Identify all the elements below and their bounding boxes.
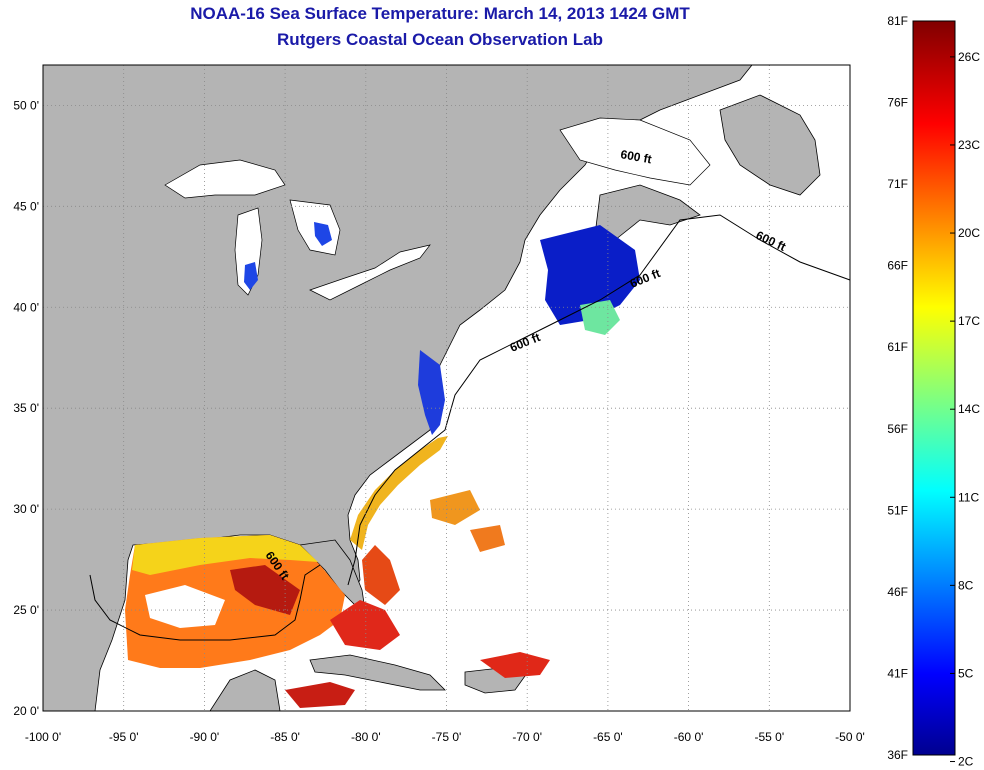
sst-caribbean-east — [480, 652, 550, 678]
colorbar-f-label: 76F — [887, 96, 908, 110]
colorbar-c-label: 17C — [958, 314, 980, 328]
map-title: NOAA-16 Sea Surface Temperature: March 1… — [190, 4, 690, 23]
colorbar-c-label: 11C — [958, 490, 979, 504]
colorbar-f-label: 71F — [887, 177, 908, 191]
contour-label: 600 ft — [619, 147, 652, 166]
longitude-tick-label: -50 0' — [835, 730, 865, 744]
map-subtitle: Rutgers Coastal Ocean Observation Lab — [277, 30, 603, 49]
graticule — [43, 65, 850, 711]
sst-lake-michigan — [244, 262, 258, 290]
colorbar-f-label: 41F — [887, 666, 908, 680]
latitude-tick-label: 45 0' — [13, 199, 39, 213]
colorbar — [912, 20, 956, 756]
colorbar-c-label: 2C — [958, 755, 974, 769]
sst-caribbean — [285, 682, 355, 708]
latitude-tick-label: 30 0' — [13, 502, 39, 516]
longitude-tick-label: -65 0' — [593, 730, 623, 744]
sst-lake-huron — [314, 222, 332, 246]
sst-offshore-patch-2 — [470, 525, 505, 552]
sst-gulf-north — [132, 535, 318, 575]
sst-mid-atlantic — [418, 350, 445, 435]
longitude-tick-label: -60 0' — [674, 730, 704, 744]
latitude-tick-label: 25 0' — [13, 603, 39, 617]
lake-erie-ontario — [309, 244, 431, 301]
colorbar-f-label: 51F — [887, 503, 908, 517]
gulf-st-lawrence — [559, 117, 711, 186]
land-cuba — [309, 654, 446, 691]
latitude-tick-label: 40 0' — [13, 300, 39, 314]
colorbar-c-label: 26C — [958, 50, 980, 64]
latitude-axis: 20 0' 25 0' 30 0' 35 0' 40 0' 45 0' 50 0' — [13, 98, 39, 718]
colorbar-f-label: 36F — [887, 748, 908, 762]
cloud-gulf — [145, 585, 225, 628]
latitude-tick-label: 50 0' — [13, 98, 39, 112]
colorbar-c-label: 5C — [958, 666, 974, 680]
sst-coastal-band — [350, 436, 448, 550]
latitude-tick-label: 20 0' — [13, 704, 39, 718]
longitude-tick-label: -90 0' — [190, 730, 220, 744]
longitude-tick-label: -85 0' — [270, 730, 300, 744]
land-yucatan — [209, 669, 281, 711]
longitude-tick-label: -55 0' — [754, 730, 784, 744]
sst-gulf-stream — [362, 545, 400, 605]
longitude-axis: -100 0' -95 0' -90 0' -85 0' -80 0' -75 0' -70… — [25, 730, 865, 744]
colorbar-c-label: 14C — [958, 402, 980, 416]
sst-gulf-of-maine — [540, 225, 640, 325]
longitude-tick-label: -100 0' — [25, 730, 61, 744]
colorbar-f-label: 81F — [887, 14, 908, 28]
sst-offshore-patch — [430, 490, 480, 525]
colorbar-c-label: 8C — [958, 578, 974, 592]
colorbar-ticks: 81F 76F 71F 66F 61F 56F 51F 46F 41F 36F 26C 23C 20C 1… — [887, 14, 980, 769]
isobath-600ft — [89, 214, 851, 641]
colorbar-c-label: 20C — [958, 226, 980, 240]
sst-florida-straits — [330, 600, 400, 650]
longitude-tick-label: -95 0' — [109, 730, 139, 744]
colorbar-f-label: 66F — [887, 259, 908, 273]
longitude-tick-label: -70 0' — [512, 730, 542, 744]
sst-georges-bank — [580, 300, 620, 335]
colorbar-f-label: 61F — [887, 340, 908, 354]
latitude-tick-label: 35 0' — [13, 401, 39, 415]
map-frame — [42, 64, 851, 712]
longitude-tick-label: -75 0' — [432, 730, 462, 744]
colorbar-c-label: 23C — [958, 138, 980, 152]
colorbar-f-label: 56F — [887, 422, 908, 436]
longitude-tick-label: -80 0' — [351, 730, 381, 744]
sst-gulf-core — [230, 565, 300, 615]
colorbar-f-label: 46F — [887, 585, 908, 599]
